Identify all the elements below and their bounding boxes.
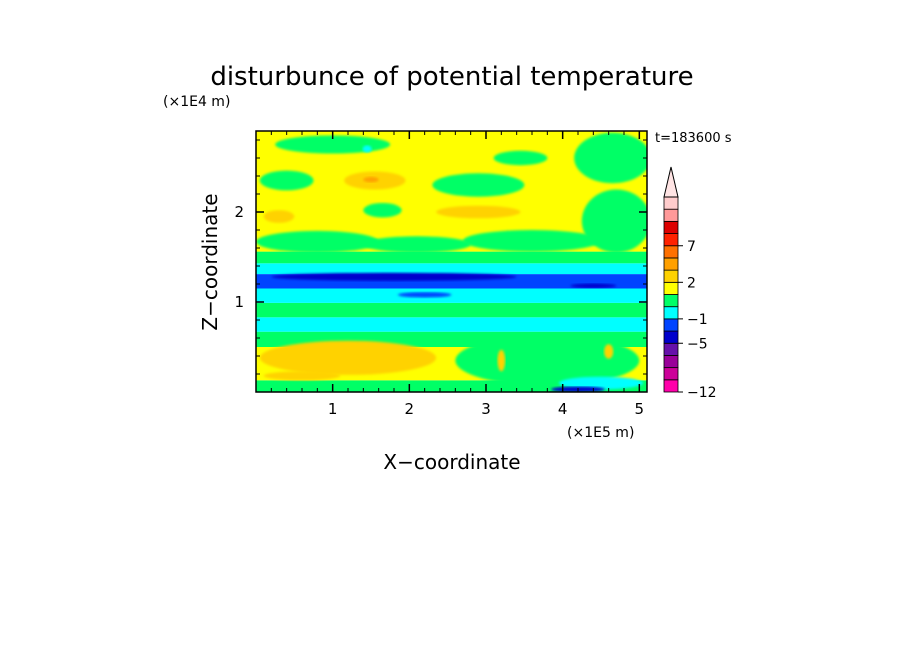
contour-band-7	[256, 263, 647, 275]
x-unit-label: (×1E5 m)	[567, 425, 634, 441]
colorbar-label-3: −5	[687, 336, 708, 352]
contour-feature-3	[271, 272, 517, 281]
colorbar-cell-4	[663, 330, 679, 344]
colorbar-cell-14	[663, 208, 679, 222]
colorbar-cell-9	[663, 269, 679, 283]
contour-feature-17	[493, 150, 548, 166]
contour-feature-12	[363, 203, 402, 218]
x-tick-label-4: 5	[635, 400, 645, 418]
contour-feature-20	[362, 145, 372, 153]
contour-feature-6	[256, 230, 379, 253]
y-unit-label: (×1E4 m)	[163, 94, 230, 110]
contour-feature-24	[497, 349, 506, 372]
contour-feature-22	[558, 376, 644, 390]
contour-feature-10	[436, 205, 521, 219]
contour-feature-1	[263, 371, 341, 381]
contour-feature-21	[455, 335, 640, 386]
contour-feature-0	[259, 340, 437, 375]
time-label: t=183600 s	[655, 131, 732, 146]
contour-feature-18	[574, 132, 647, 184]
colorbar-label-1: 2	[687, 275, 696, 291]
x-axis-label: X−coordinate	[383, 450, 520, 474]
contour-band-3	[256, 317, 647, 332]
colorbar-cell-1	[663, 367, 679, 381]
colorbar-cell-3	[663, 342, 679, 356]
y-tick-label-1: 2	[234, 203, 244, 221]
y-axis-label: Z−coordinate	[198, 193, 222, 330]
contour-feature-5	[397, 292, 452, 298]
contour-band-8	[256, 251, 647, 264]
contour-band-0	[256, 380, 647, 392]
contour-feature-9	[581, 189, 647, 253]
colorbar-cell-13	[663, 220, 679, 234]
x-tick-label-2: 3	[481, 400, 491, 418]
contour-feature-25	[604, 344, 614, 359]
colorbar: 7 2 −1 −5 −12	[663, 166, 717, 401]
contour-feature-19	[275, 135, 391, 154]
colorbar-label-4: −12	[687, 385, 717, 401]
colorbar-cell-7	[663, 294, 679, 308]
contour-feature-4	[570, 283, 617, 289]
chart-title: disturbunce of potential temperature	[210, 62, 693, 92]
x-axis: 1 2 3 4 5	[270, 131, 645, 418]
contour-feature-7	[363, 236, 471, 253]
colorbar-label-0: 7	[687, 239, 696, 255]
colorbar-cell-5	[663, 318, 679, 332]
contour-feature-13	[259, 170, 314, 191]
colorbar-cell-6	[663, 306, 679, 320]
colorbar-cell-2	[663, 355, 679, 369]
contour-feature-16	[432, 173, 525, 197]
x-tick-label-1: 2	[405, 400, 415, 418]
colorbar-cell-11	[663, 245, 679, 259]
plot-frame	[255, 130, 648, 393]
x-tick-label-0: 1	[328, 400, 338, 418]
y-axis: 12	[234, 139, 647, 375]
contour-feature-2	[263, 305, 479, 312]
colorbar-label-2: −1	[687, 312, 708, 328]
colorbar-extend-arrow	[663, 166, 679, 198]
contour-feature-11	[263, 210, 295, 223]
contour-features	[256, 132, 647, 392]
colorbar-cell-10	[663, 257, 679, 271]
colorbar-cell-12	[663, 233, 679, 247]
colorbar-cell-15	[663, 196, 679, 210]
contour-feature-8	[463, 230, 601, 252]
x-tick-label-3: 4	[558, 400, 568, 418]
contour-band-5	[256, 288, 647, 303]
colorbar-cell-0	[663, 379, 679, 393]
colorbar-cell-8	[663, 281, 679, 295]
y-tick-label-0: 1	[234, 293, 244, 311]
contour-feature-15	[363, 176, 379, 183]
